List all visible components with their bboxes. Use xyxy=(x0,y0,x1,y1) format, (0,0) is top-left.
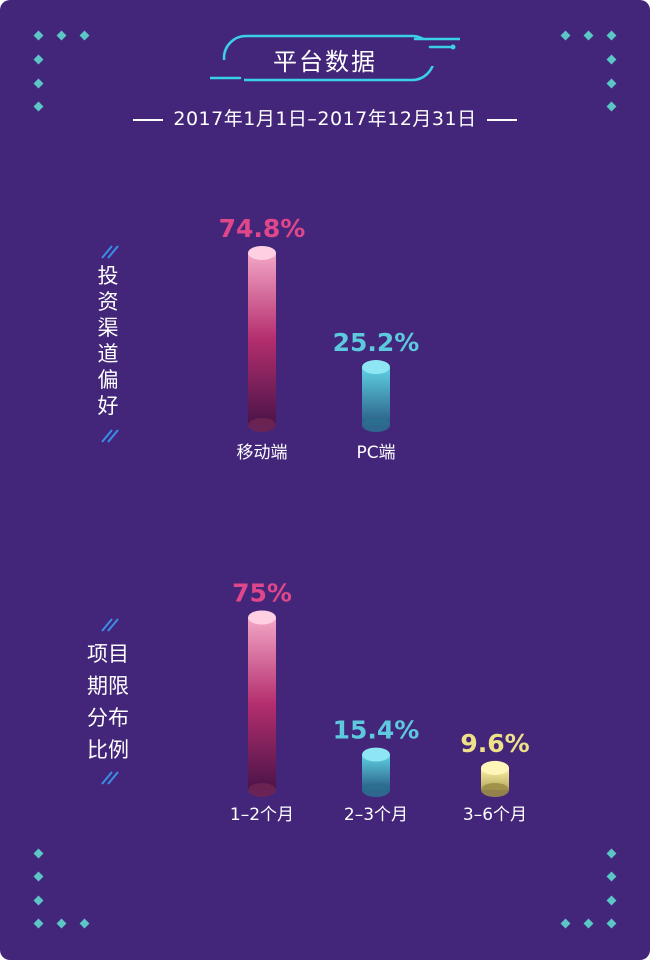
label-line: 偏 xyxy=(97,368,119,392)
label-line: 道 xyxy=(97,342,119,366)
data-label: 15.4% xyxy=(333,716,420,745)
bar xyxy=(362,367,390,425)
slash-decoration-icon xyxy=(101,245,119,259)
bar-bottom-cap xyxy=(362,418,390,432)
data-label: 75% xyxy=(232,579,292,608)
bar-top-cap xyxy=(362,747,390,762)
bar xyxy=(248,617,276,790)
label-line: 分布 xyxy=(87,706,129,730)
bar-bottom-cap xyxy=(248,418,276,432)
category-label: 1–2个月 xyxy=(230,805,294,825)
data-label: 9.6% xyxy=(460,729,529,758)
title-frame xyxy=(210,34,460,84)
bar-top-cap xyxy=(248,245,276,260)
date-range-text: 2017年1月1日–2017年12月31日 xyxy=(173,108,477,130)
label-line: 投 xyxy=(97,264,119,288)
slash-decoration-icon xyxy=(101,618,119,632)
category-label: 3–6个月 xyxy=(463,805,527,825)
section-label-term: 项目 期限 分布 比例 xyxy=(80,638,136,766)
bar-top-cap xyxy=(481,760,509,775)
data-label: 25.2% xyxy=(333,328,420,357)
label-line: 期限 xyxy=(87,674,129,698)
bar-bottom-cap xyxy=(362,783,390,797)
slash-decoration-icon xyxy=(101,771,119,785)
date-range: 2017年1月1日–2017年12月31日 xyxy=(0,104,650,131)
section-label-channel: 投 资 渠 道 偏 好 xyxy=(86,263,130,419)
label-line: 好 xyxy=(97,394,119,418)
data-label: 74.8% xyxy=(219,214,306,243)
bar-top-cap xyxy=(248,610,276,625)
bar-top-cap xyxy=(362,360,390,375)
bar xyxy=(248,252,276,425)
dash-decoration xyxy=(133,118,164,121)
label-line: 项目 xyxy=(87,642,129,666)
category-label: PC端 xyxy=(356,443,395,463)
label-line: 渠 xyxy=(97,316,119,340)
page-title: 平台数据 xyxy=(273,48,377,76)
bar-bottom-cap xyxy=(248,783,276,797)
category-label: 2–3个月 xyxy=(344,805,408,825)
label-line: 资 xyxy=(97,290,119,314)
title-badge: 平台数据 xyxy=(210,30,460,86)
bar-bottom-cap xyxy=(481,783,509,797)
dash-decoration xyxy=(486,118,517,121)
label-line: 比例 xyxy=(87,738,129,762)
slash-decoration-icon xyxy=(101,429,119,443)
category-label: 移动端 xyxy=(237,443,288,463)
